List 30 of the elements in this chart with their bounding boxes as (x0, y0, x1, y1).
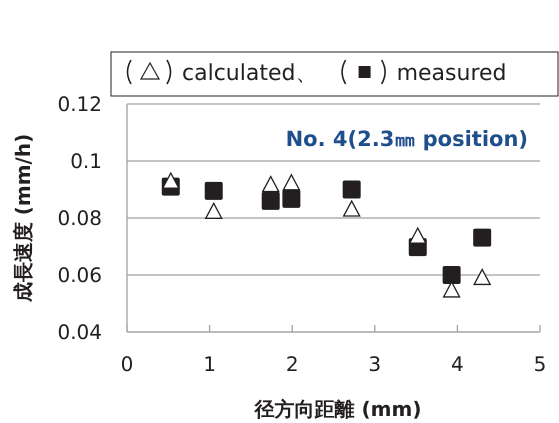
point (342, 180, 361, 198)
point (204, 182, 223, 200)
x-tick-label: 5 (534, 352, 546, 376)
x-tick-label: 3 (368, 352, 382, 376)
y-axis-title: 成長速度 (mm/h) (11, 134, 35, 304)
point (162, 172, 180, 189)
annotation: No. 4(2.3㎜ position) (286, 127, 528, 151)
point (474, 268, 491, 286)
point (442, 281, 460, 298)
legend-label: measured (396, 61, 507, 86)
x-axis-title: 径方向距離 (mm) (254, 397, 422, 421)
y-tick-label: 0.12 (57, 92, 102, 116)
point (409, 227, 426, 244)
x-tick-label: 1 (203, 352, 216, 376)
point (205, 202, 222, 219)
x-tick-label: 2 (286, 352, 299, 376)
y-tick-label: 0.06 (57, 263, 102, 287)
point (262, 176, 280, 192)
point (282, 190, 300, 208)
legend-label: calculated、 (182, 61, 318, 86)
x-tick-label: 4 (451, 352, 464, 376)
point (442, 266, 461, 284)
y-tick-label: 0.1 (70, 149, 102, 173)
point (282, 174, 300, 190)
y-tick-label: 0.04 (57, 320, 102, 344)
point (473, 228, 492, 247)
point (343, 200, 360, 217)
point (262, 192, 280, 210)
x-tick-label: 0 (120, 352, 134, 376)
y-tick-label: 0.08 (57, 206, 102, 230)
